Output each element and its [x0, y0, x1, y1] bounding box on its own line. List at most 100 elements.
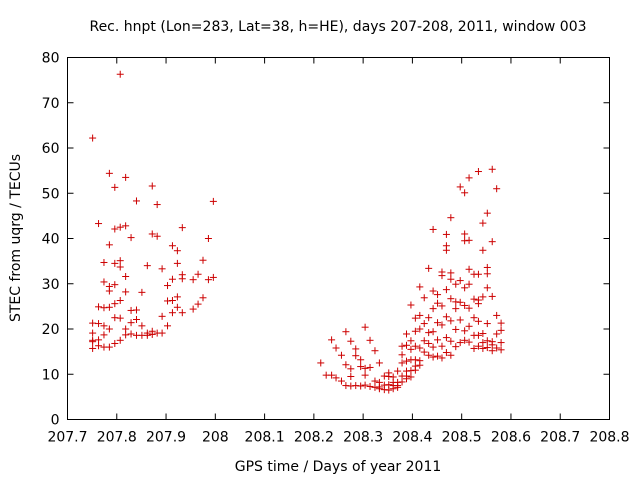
- data-point: [366, 382, 374, 390]
- data-point: [497, 339, 505, 347]
- data-point: [168, 309, 176, 317]
- data-point: [116, 336, 124, 344]
- data-point: [452, 325, 460, 333]
- data-point: [461, 230, 469, 238]
- data-point: [479, 330, 487, 338]
- data-point: [153, 232, 161, 240]
- data-point: [332, 344, 340, 352]
- x-tick-label: 208.4: [392, 430, 432, 446]
- data-point: [111, 281, 119, 289]
- data-point: [488, 292, 496, 300]
- data-point: [105, 241, 113, 249]
- data-point: [122, 288, 130, 296]
- data-point: [337, 351, 345, 359]
- y-axis-label: STEC from uqrg / TECUs: [8, 154, 24, 322]
- data-point: [452, 305, 460, 313]
- data-point: [105, 325, 113, 333]
- data-point: [122, 173, 130, 181]
- x-tick: 208.6: [491, 57, 531, 446]
- data-point: [122, 222, 130, 230]
- data-point: [173, 293, 181, 301]
- x-tick-label: 208: [202, 430, 229, 446]
- data-point: [438, 354, 446, 362]
- data-point: [95, 336, 103, 344]
- data-point: [173, 303, 181, 311]
- data-point: [461, 336, 469, 344]
- data-point: [434, 352, 442, 360]
- data-point: [189, 305, 197, 313]
- data-point: [100, 258, 108, 266]
- data-point: [488, 238, 496, 246]
- y-tick-label: 20: [42, 322, 60, 338]
- data-point: [111, 300, 119, 308]
- data-point: [411, 314, 419, 322]
- data-point: [100, 331, 108, 339]
- data-point: [95, 320, 103, 328]
- data-point: [497, 346, 505, 354]
- data-point: [497, 326, 505, 334]
- data-point: [465, 236, 473, 244]
- data-point: [479, 246, 487, 254]
- data-point: [342, 328, 350, 336]
- data-point: [434, 319, 442, 327]
- data-point: [178, 224, 186, 232]
- data-point: [483, 320, 491, 328]
- data-point: [416, 361, 424, 369]
- data-point: [479, 339, 487, 347]
- data-point: [420, 294, 428, 302]
- data-point: [465, 280, 473, 288]
- data-point: [416, 325, 424, 333]
- data-point: [429, 353, 437, 361]
- data-point: [407, 337, 415, 345]
- data-point: [394, 383, 402, 391]
- data-point: [148, 330, 156, 338]
- data-point: [402, 357, 410, 365]
- x-tick-label: 208.5: [442, 430, 482, 446]
- data-point: [132, 197, 140, 205]
- data-point: [337, 377, 345, 385]
- data-point: [407, 301, 415, 309]
- data-point: [447, 214, 455, 222]
- data-point: [407, 345, 415, 353]
- data-point: [442, 349, 450, 357]
- data-point: [447, 337, 455, 345]
- data-point: [465, 174, 473, 182]
- y-tick: 40: [42, 232, 610, 248]
- x-tick-label: 208.7: [540, 430, 580, 446]
- data-point: [447, 275, 455, 283]
- data-point: [105, 303, 113, 311]
- y-tick-label: 80: [42, 51, 60, 67]
- data-point: [148, 182, 156, 190]
- data-point: [127, 319, 135, 327]
- data-point: [493, 344, 501, 352]
- y-tick: 50: [42, 186, 610, 202]
- data-point: [178, 309, 186, 317]
- data-point: [465, 304, 473, 312]
- data-point: [470, 344, 478, 352]
- data-point: [447, 317, 455, 325]
- data-point: [111, 225, 119, 233]
- data-point: [361, 323, 369, 331]
- data-point: [474, 342, 482, 350]
- y-tick-label: 60: [42, 141, 60, 157]
- data-point: [470, 314, 478, 322]
- y-tick-label: 40: [42, 232, 60, 248]
- data-point: [199, 256, 207, 264]
- data-point: [371, 377, 379, 385]
- data-point: [132, 315, 140, 323]
- data-point: [189, 276, 197, 284]
- data-points: [89, 70, 505, 394]
- data-point: [452, 343, 460, 351]
- data-point: [465, 265, 473, 273]
- data-point: [402, 375, 410, 383]
- data-point: [461, 284, 469, 292]
- data-point: [461, 327, 469, 335]
- data-point: [361, 371, 369, 379]
- data-point: [416, 283, 424, 291]
- data-point: [357, 382, 365, 390]
- data-point: [389, 385, 397, 393]
- data-point: [95, 342, 103, 350]
- data-point: [429, 225, 437, 233]
- x-tick: 208: [202, 57, 229, 446]
